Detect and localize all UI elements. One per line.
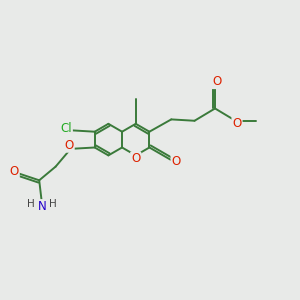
Text: O: O <box>171 155 181 168</box>
Text: O: O <box>131 152 140 166</box>
Text: O: O <box>64 139 74 152</box>
Text: N: N <box>38 200 46 213</box>
Text: O: O <box>10 165 19 178</box>
Text: O: O <box>212 75 221 88</box>
Text: O: O <box>232 117 242 130</box>
Text: H: H <box>27 199 34 209</box>
Text: H: H <box>50 199 57 209</box>
Text: Cl: Cl <box>60 122 72 135</box>
